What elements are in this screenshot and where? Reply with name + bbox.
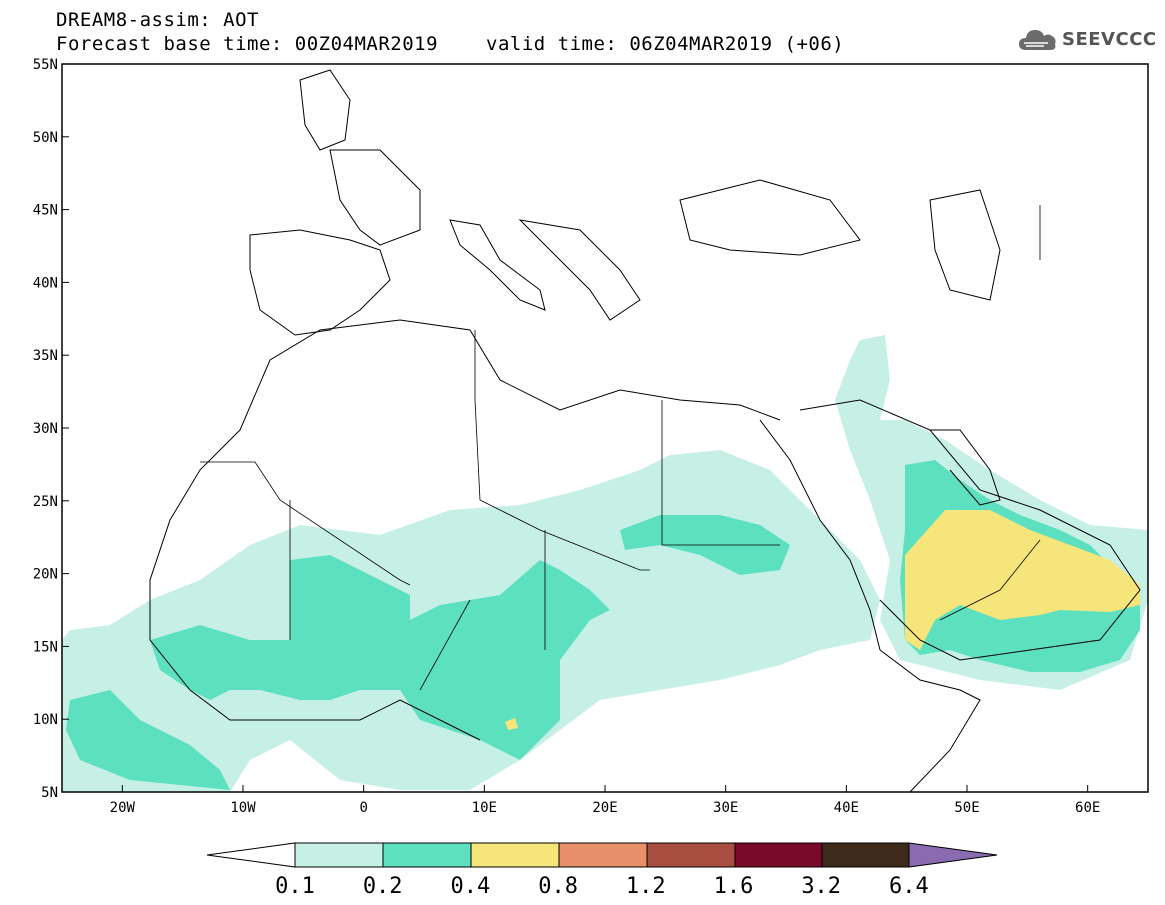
colorbar-low-arrow [206,842,296,868]
colorbar-swatch-6 [734,842,823,868]
lat-tick-label: 40N [33,275,58,291]
persian-gulf [930,429,1001,506]
logo-text: SEEVCCC [1062,28,1157,50]
aot-band-0.2 [66,690,230,790]
british-isles [299,69,351,151]
red-sea [759,419,881,651]
balkans-greece [518,219,641,321]
lon-tick-label: 20W [110,800,136,816]
lon-tick-label: 40E [834,800,859,816]
lon-tick-label: 20E [592,800,617,816]
lat-tick-label: 5N [41,785,58,801]
colorbar-label: 0.2 [363,874,403,899]
lon-tick-label: 10W [230,800,256,816]
arabian-peninsula [799,399,1141,661]
caspian-sea [929,189,1001,301]
country-borders [200,205,1041,691]
colorbar-labels: 0.1 0.2 0.4 0.8 1.2 1.6 3.2 6.4 [275,874,929,899]
lat-tick-label: 20N [33,567,58,583]
colorbar-swatch-1 [294,842,384,868]
aot-field [62,335,1148,792]
lat-tick-label: 30N [33,421,58,437]
valid-time: valid time: 06Z04MAR2019 (+06) [486,33,845,55]
colorbar-label: 0.4 [451,874,491,899]
latitude-axis: 55N 50N 45N 40N 35N 30N 25N 20N 15N 10N 5N [33,57,69,801]
colorbar-label: 1.2 [626,874,666,899]
lon-tick-label: 30E [713,800,738,816]
colorbar-swatch-4 [558,842,648,868]
lat-tick-label: 50N [33,130,58,146]
colorbar-swatch-7 [821,842,910,868]
aot-band-0.4 [905,510,1140,650]
colorbar-label: 3.2 [801,874,841,899]
lat-tick-label: 10N [33,712,58,728]
forecast-times: Forecast base time: 00Z04MAR2019 valid ti… [56,34,844,54]
colorbar-label: 1.6 [714,874,754,899]
horn-of-africa [879,649,981,792]
map-title: DREAM8-assim: AOT [56,9,259,31]
colorbar-swatch-2 [382,842,472,868]
base-time: Forecast base time: 00Z04MAR2019 [56,33,439,55]
aot-band-0.4-spot [505,718,518,730]
lat-tick-label: 55N [33,57,58,73]
lon-tick-label: 10E [472,800,497,816]
colorbar-swatch-5 [646,842,736,868]
west-africa-coast [149,429,481,741]
colorbar-label: 6.4 [889,874,929,899]
lat-tick-label: 15N [33,639,58,655]
coastlines [149,69,1141,792]
iberia-coast [249,229,391,336]
lat-tick-label: 45N [33,203,58,219]
aot-band-0.2-west [150,555,610,760]
lon-tick-label: 60E [1075,800,1100,816]
seevccc-logo: SEEVCCC [1018,26,1157,52]
cloud-icon [1019,30,1056,50]
lat-tick-label: 25N [33,494,58,510]
lon-tick-label: 0 [359,800,367,816]
longitude-axis: 20W 10W 0 10E 20E 30E 40E 50E 60E [110,785,1100,816]
colorbar-swatch-3 [470,842,560,868]
black-sea [679,179,861,256]
lon-tick-label: 50E [954,800,979,816]
colorbar-high-arrow [908,842,998,868]
n-africa-coast [239,319,781,431]
lat-tick-label: 35N [33,348,58,364]
colorbar-label: 0.1 [275,874,315,899]
colorbar-label: 0.8 [538,874,578,899]
france-coast [329,149,421,246]
colorbar: 0.1 0.2 0.4 0.8 1.2 1.6 3.2 6.4 [206,842,998,899]
italy-coast [449,219,546,311]
